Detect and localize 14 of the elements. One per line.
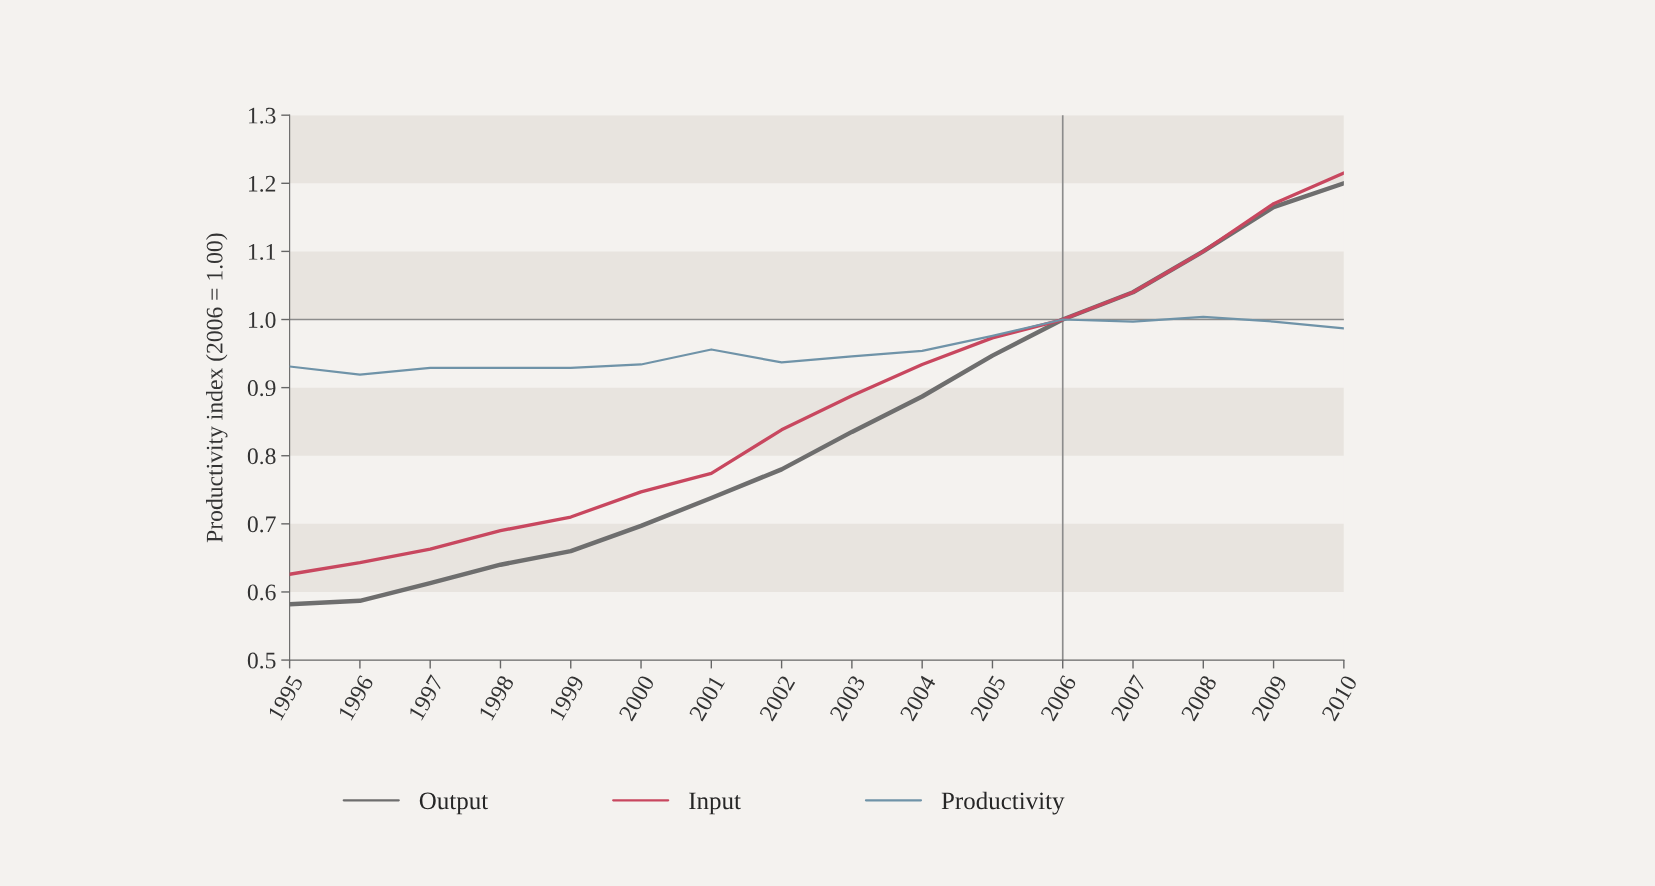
legend-label: Productivity (941, 791, 1065, 815)
y-tick-label: 0.7 (247, 516, 276, 533)
y-tick-label: 0.5 (247, 652, 276, 669)
y-tick-label: 0.6 (247, 584, 276, 601)
y-tick-label: 1.0 (248, 312, 276, 329)
y-axis-title: Productivity index (2006 = 1.00) (205, 233, 228, 543)
y-tick-label: 1.2 (248, 175, 276, 192)
y-tick-label: 0.8 (247, 448, 276, 465)
y-tick-label: 1.1 (248, 244, 276, 260)
y-tick-label: 1.3 (248, 107, 276, 124)
line-series (289, 315, 1344, 376)
y-tick-label: 0.9 (247, 380, 276, 397)
legend-label: Output (419, 792, 489, 815)
legend-label: Input (689, 792, 741, 815)
